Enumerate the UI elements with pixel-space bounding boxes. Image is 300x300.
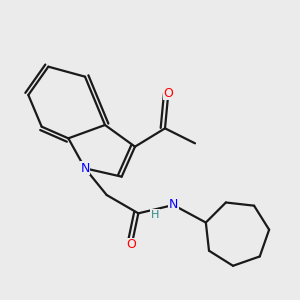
Text: O: O xyxy=(127,238,136,251)
Text: N: N xyxy=(80,162,90,175)
Text: N: N xyxy=(169,199,178,212)
Text: H: H xyxy=(151,210,159,220)
Text: O: O xyxy=(164,87,173,100)
